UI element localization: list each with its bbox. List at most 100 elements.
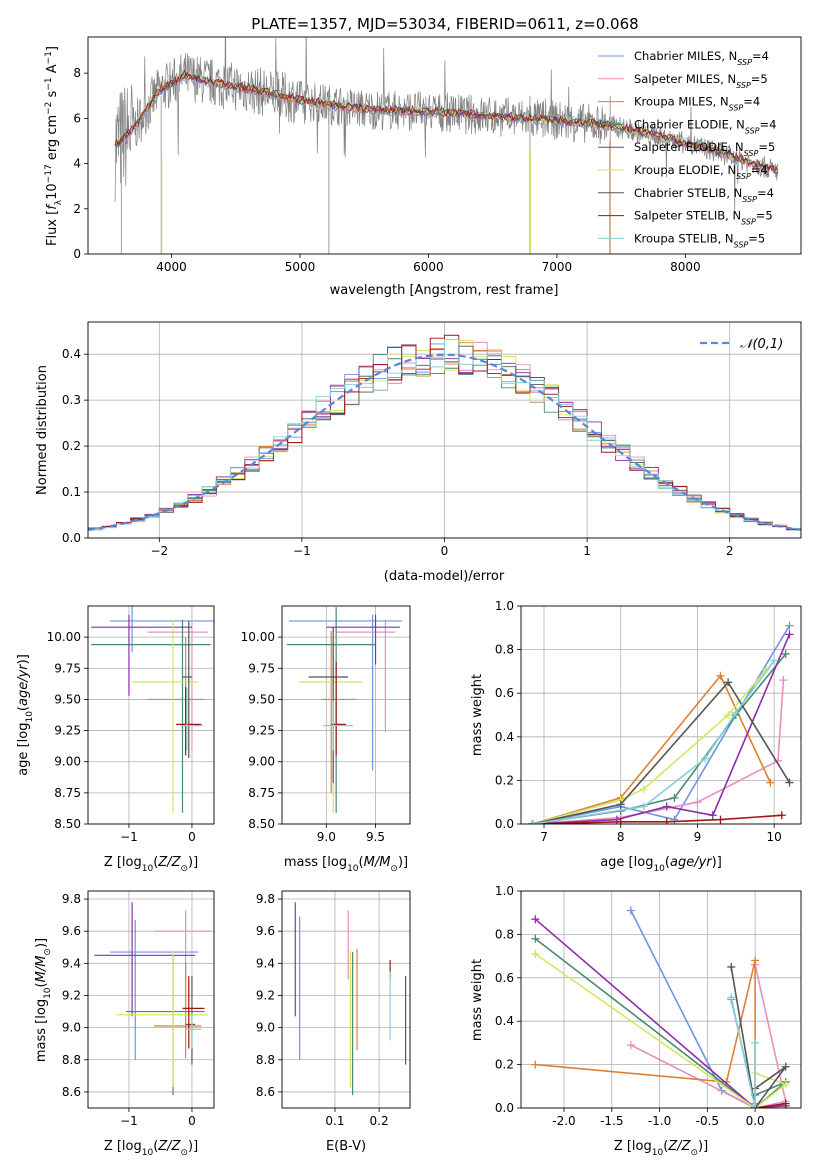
series-line — [630, 964, 787, 1108]
axes-frame — [281, 890, 411, 1109]
chart-age_vs_Z: −1 0 8.50 8.75 9.00 9.25 9.50 9.75 10.00 Z [log10… — [16, 605, 215, 874]
x-tick-label: 1 — [583, 544, 591, 558]
x-tick-label: 9 — [694, 830, 702, 844]
y-tick-label: 8 — [73, 66, 81, 80]
axes-frame — [520, 605, 802, 825]
y-tick-label: 9.6 — [256, 924, 275, 938]
y-tick-label: 0.2 — [495, 773, 514, 787]
x-tick-label: 4000 — [156, 260, 187, 274]
ticks: −1 0 8.50 8.75 9.00 9.25 9.50 9.75 10.00 — [47, 630, 196, 844]
y-tick-label: 9.25 — [54, 724, 81, 738]
series-marker — [781, 1062, 790, 1071]
y-tick-label: 0.2 — [62, 439, 81, 453]
legend-label: Chabrier MILES, NSSP=4 — [634, 49, 769, 67]
series-marker — [639, 785, 648, 794]
series-marker — [779, 676, 788, 685]
axes-frame — [87, 605, 215, 825]
y-tick-label: 0.3 — [62, 393, 81, 407]
y-tick-label: 0.0 — [62, 531, 81, 545]
plot-area — [521, 606, 801, 824]
legend-label: Kroupa ELODIE, NSSP=4 — [634, 163, 768, 181]
x-tick-label: 9.5 — [366, 830, 385, 844]
y-tick-label: 9.6 — [62, 924, 81, 938]
series-marker — [708, 811, 717, 820]
x-tick-label: 2 — [726, 544, 734, 558]
x-tick-label: 0 — [188, 1114, 196, 1128]
plot-area — [521, 891, 801, 1108]
series-marker — [766, 778, 775, 787]
series-marker — [785, 630, 794, 639]
series-line — [532, 680, 791, 824]
y-tick-label: 2 — [73, 202, 81, 216]
x-tick-label: 0.0 — [746, 1114, 765, 1128]
series-marker — [716, 815, 725, 824]
x-tick-label: -1.5 — [600, 1114, 623, 1128]
legend-label: Salpeter MILES, NSSP=5 — [634, 72, 768, 90]
legend: Chabrier MILES, NSSP=4 Salpeter MILES, NS… — [598, 49, 776, 249]
x-tick-label: 9.0 — [317, 830, 336, 844]
chart-mass_vs_ebv: 0.1 0.2 8.6 8.8 9.0 9.2 9.4 9.6 9.8 E(B-V) — [256, 890, 411, 1154]
series-line — [754, 1102, 786, 1108]
ticks: 7 8 9 10 0.0 0.2 0.4 0.6 0.8 1.0 — [495, 599, 782, 844]
series-marker — [731, 708, 740, 717]
legend-label: Kroupa STELIB, NSSP=5 — [634, 231, 765, 249]
ticks: −1 0 8.6 8.8 9.0 9.2 9.4 9.6 9.8 — [62, 892, 196, 1128]
x-tick-label: 8 — [617, 830, 625, 844]
axes-frame — [281, 605, 411, 825]
x-axis-label: Z [log10(Z/Z⊙)] — [104, 1139, 198, 1158]
y-axis-label: age [log10(age/yr)] — [16, 654, 35, 776]
x-tick-label: −1 — [293, 544, 311, 558]
x-tick-label: -1.0 — [648, 1114, 671, 1128]
x-tick-label: 8000 — [670, 260, 701, 274]
y-tick-label: 0 — [73, 247, 81, 261]
legend-label: Salpeter STELIB, NSSP=5 — [634, 209, 773, 227]
series-marker — [616, 800, 625, 809]
series-marker — [777, 811, 786, 820]
model-spectrum — [114, 71, 779, 174]
x-tick-label: −1 — [120, 830, 138, 844]
series-line — [532, 653, 787, 824]
series-marker — [670, 793, 679, 802]
plot-area — [114, 37, 779, 254]
series-marker — [724, 711, 733, 719]
ticks: 9.0 9.5 8.50 8.75 9.00 9.25 9.50 9.75 10.00 — [241, 630, 385, 844]
y-axis-label: Flux [fλ10−17 erg cm−2 s−1 A−1] — [44, 46, 64, 246]
x-tick-label: 7000 — [542, 260, 573, 274]
series-marker — [626, 1041, 635, 1050]
x-tick-label: 7 — [540, 830, 548, 844]
y-tick-label: 8.6 — [62, 1085, 81, 1099]
y-tick-label: 0.4 — [495, 1014, 514, 1028]
x-tick-label: 5000 — [285, 260, 316, 274]
y-tick-label: 0.1 — [62, 485, 81, 499]
x-tick-label: 0 — [188, 830, 196, 844]
series-marker — [626, 906, 635, 915]
axes-frame — [87, 36, 802, 255]
ticks: −2 −1 0 1 2 0.0 0.1 0.2 0.3 0.4 — [62, 347, 734, 558]
y-tick-label: 9.8 — [62, 892, 81, 906]
y-tick-label: 0.0 — [495, 1101, 514, 1115]
x-axis-label: E(B-V) — [326, 1139, 366, 1154]
series-marker — [701, 754, 710, 763]
plot-area — [282, 606, 410, 824]
series-marker — [531, 949, 540, 958]
series-marker — [751, 1104, 760, 1108]
y-tick-label: 1.0 — [495, 599, 514, 613]
normal-curve — [88, 353, 801, 531]
y-tick-label: 9.50 — [248, 692, 275, 706]
y-axis-label: mass weight — [470, 959, 485, 1041]
series-marker — [781, 1080, 790, 1089]
series-line — [730, 997, 756, 1108]
y-tick-label: 9.50 — [54, 692, 81, 706]
y-tick-label: 8.50 — [54, 817, 81, 831]
y-tick-label: 9.2 — [256, 988, 275, 1002]
y-tick-label: 8.8 — [62, 1053, 81, 1067]
series-marker — [785, 778, 794, 787]
ticks: 4000 5000 6000 7000 8000 0 2 4 6 8 — [73, 66, 700, 274]
x-tick-label: -0.5 — [696, 1114, 719, 1128]
axes-frame — [87, 321, 802, 539]
y-tick-label: 9.0 — [62, 1021, 81, 1035]
residual-histogram — [88, 334, 801, 530]
y-tick-label: 9.75 — [248, 661, 275, 675]
series-marker — [770, 656, 779, 665]
model-spectrum — [114, 69, 779, 173]
